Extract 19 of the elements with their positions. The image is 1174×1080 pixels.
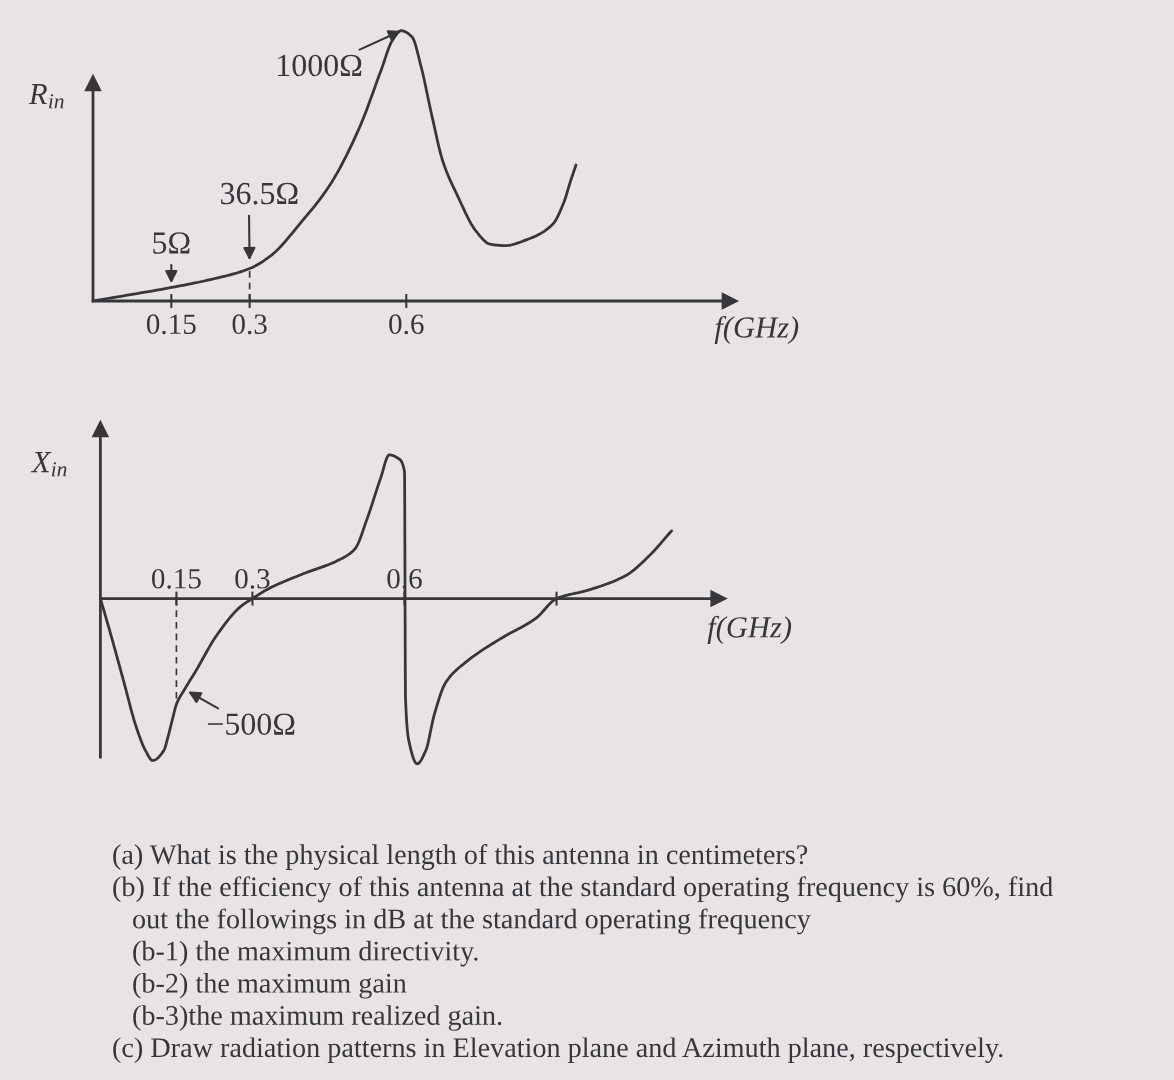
x-tick-label: 0.3 [232,314,267,335]
text: (c) Draw radiation patterns in Elevation plane and Azimuth plane, respectively. [113,1037,1003,1064]
annotation: 1000Ω [278,54,362,77]
x-tick-label: 0.6 [389,314,424,335]
annotation: 36.5Ω [221,182,298,205]
text: (a) What is the physical length of this antenna in centimeters? [113,844,808,870]
x-axis-title: f(GHz) [707,615,792,644]
text: (b-2) the maximum gain [133,972,407,999]
y-axis-title: X$_{in}$ [30,452,67,477]
text: (b) If the efficiency of this antenna at the standard operating frequency is 60%, find out the followings in dB at the standard operating frequency [113,876,1053,935]
text: (b-1) the maximum directivity. [133,940,478,967]
annotation: 5Ω [153,232,190,254]
x-tick-label: 0.15 [152,568,201,589]
x-tick-label: 0.3 [235,568,270,589]
x-tick-label: 0.15 [146,314,196,335]
x-axis-title: f(GHz) [714,315,799,344]
text: (b-3)the maximum realized gain. [133,1005,502,1031]
annotation: −500Ω [207,713,295,735]
y-axis-title: R$_{in}$ [28,84,64,109]
